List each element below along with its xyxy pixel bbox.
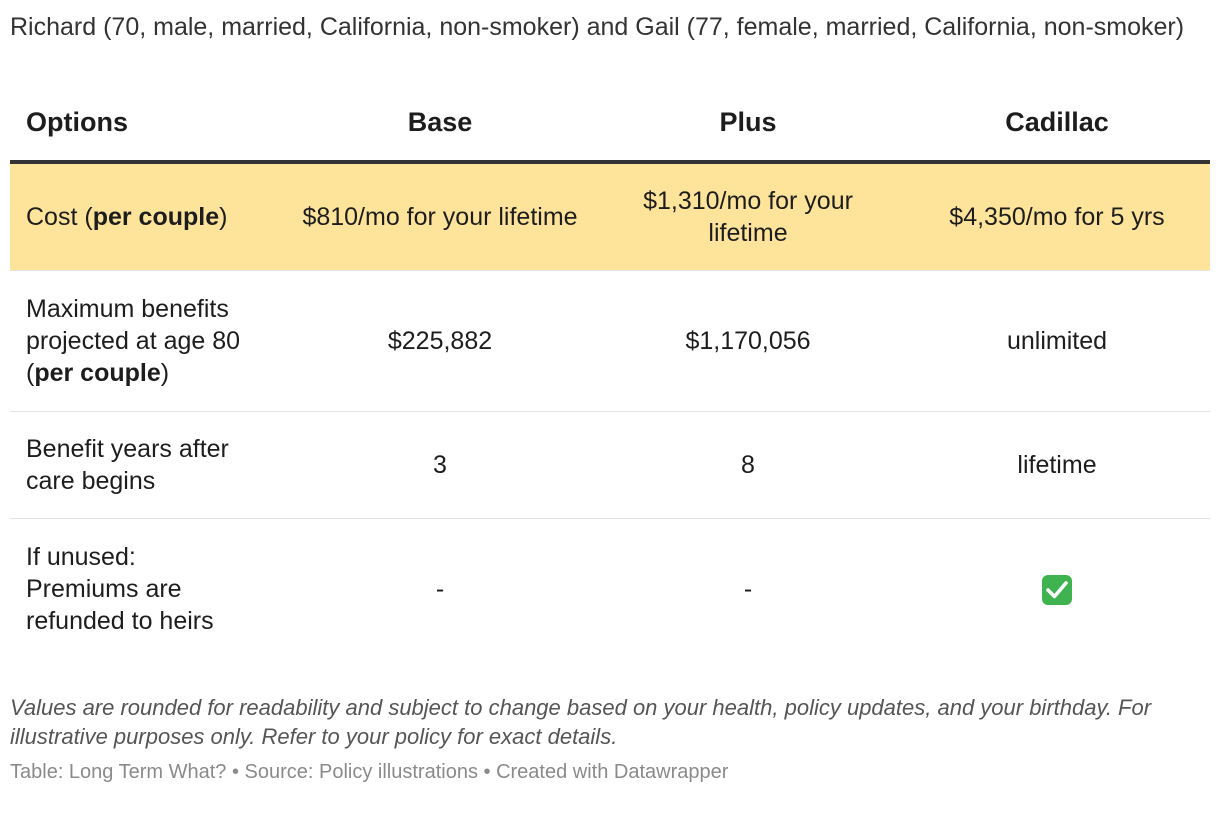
cell-cost-plus: $1,310/mo for your lifetime [592,162,904,271]
cell-cost-base: $810/mo for your lifetime [288,162,592,271]
row-label-max-benefits: Maximum benefits projected at age 80 (pe… [10,270,288,412]
table-row-cost: Cost (per couple) $810/mo for your lifet… [10,162,1210,271]
header-row: Options Base Plus Cadillac [10,94,1210,164]
column-header-plus: Plus [592,94,904,164]
table-row-max-benefits: Maximum benefits projected at age 80 (pe… [10,270,1210,412]
cell-max-benefits-cadillac: unlimited [904,270,1210,412]
check-mark-icon [1042,575,1072,606]
table-row-benefit-years: Benefit years after care begins 3 8 life… [10,411,1210,519]
cell-benefit-years-plus: 8 [592,411,904,519]
column-header-base: Base [288,94,592,164]
table-chart: Richard (70, male, married, California, … [10,10,1210,785]
row-label-benefit-years: Benefit years after care begins [10,411,288,519]
table-row-refund: If unused: Premiums are refunded to heir… [10,519,1210,660]
cell-cost-cadillac: $4,350/mo for 5 yrs [904,162,1210,271]
column-header-options: Options [10,94,288,164]
source-line: Table: Long Term What? • Source: Policy … [10,761,729,783]
cell-max-benefits-base: $225,882 [288,270,592,412]
cell-refund-cadillac [904,519,1210,660]
chart-subtitle: Richard (70, male, married, California, … [10,13,1185,41]
cell-benefit-years-cadillac: lifetime [904,411,1210,519]
comparison-table: Options Base Plus Cadillac Cost (per cou… [10,94,1210,659]
cell-refund-plus: - [743,575,753,603]
cell-refund-base: - [435,575,445,603]
column-header-cadillac: Cadillac [904,94,1210,164]
row-label-cost: Cost (per couple) [10,162,288,271]
cell-benefit-years-base: 3 [288,411,592,519]
row-label-refund: If unused: Premiums are refunded to heir… [26,543,214,635]
cell-max-benefits-plus: $1,170,056 [592,270,904,412]
chart-notes: Values are rounded for readability and s… [10,695,1152,749]
